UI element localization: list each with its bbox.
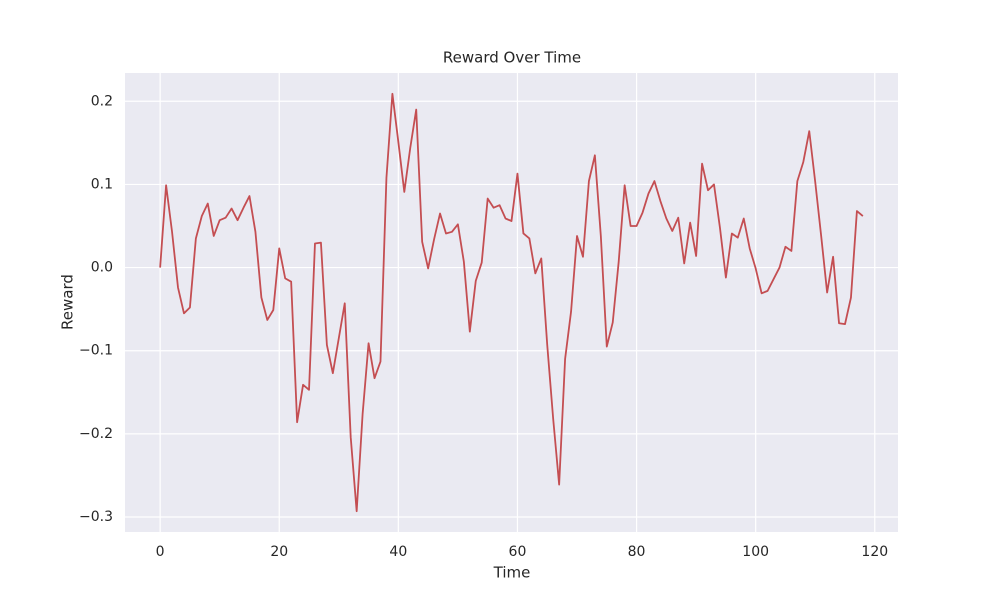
data-line: [159, 92, 864, 513]
x-tick-label: 100: [742, 544, 769, 560]
y-tick-label: 0.1: [91, 176, 113, 192]
y-axis-label: Reward: [59, 274, 77, 330]
y-tick-label: 0.0: [91, 260, 113, 276]
y-tick-label: −0.1: [79, 343, 113, 359]
y-tick-label: −0.2: [79, 426, 113, 442]
x-axis-label: Time: [493, 564, 531, 582]
x-tick-label: 60: [509, 544, 527, 560]
chart-title: Reward Over Time: [443, 49, 581, 67]
x-tick-label: 120: [861, 544, 888, 560]
plot-area: [125, 73, 898, 532]
x-tick-label: 80: [628, 544, 646, 560]
x-tick-label: 20: [270, 544, 288, 560]
y-tick-label: 0.2: [91, 93, 113, 109]
x-tick-label: 40: [389, 544, 407, 560]
x-tick-label: 0: [156, 544, 165, 560]
y-tick-label: −0.3: [79, 509, 113, 525]
